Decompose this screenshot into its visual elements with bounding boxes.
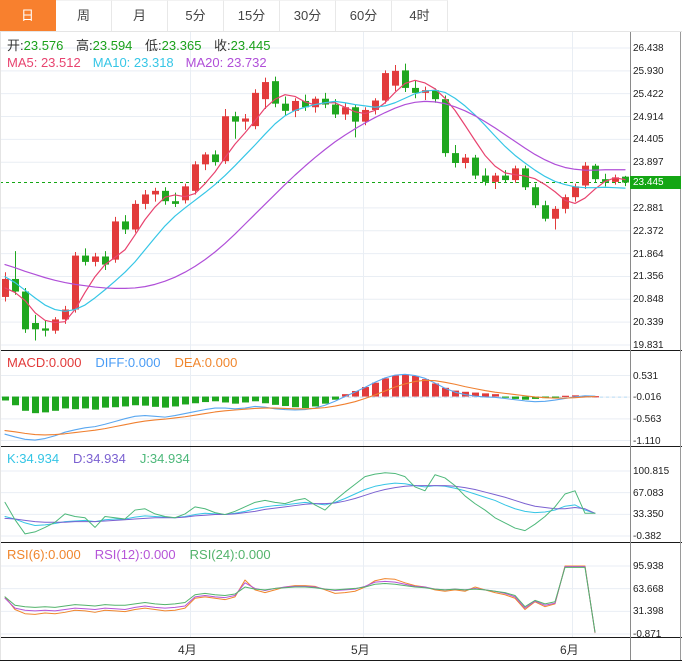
tab-day[interactable]: 日 bbox=[0, 0, 56, 31]
y-axis-label: 22.372 bbox=[633, 225, 664, 237]
y-axis-label: -0.382 bbox=[633, 531, 662, 542]
y-axis-label: 63.668 bbox=[633, 583, 664, 595]
ma20-value: MA20: 23.732 bbox=[185, 55, 267, 70]
y-axis-label: 21.864 bbox=[633, 248, 664, 260]
rsi6-value: RSI(6):0.000 bbox=[7, 547, 81, 562]
x-axis-label: 5月 bbox=[351, 643, 370, 657]
y-axis-label: -1.110 bbox=[633, 435, 661, 447]
y-axis-label: -0.563 bbox=[633, 413, 662, 425]
open-label: 开: bbox=[7, 38, 24, 53]
y-axis-label: 24.914 bbox=[633, 111, 664, 123]
y-axis-label: 20.339 bbox=[633, 317, 664, 329]
low-label: 低: bbox=[145, 38, 162, 53]
timeframe-tabbar: 日 周 月 5分 15分 30分 60分 4时 bbox=[0, 0, 682, 32]
ma5-value: MA5: 23.512 bbox=[7, 55, 81, 70]
y-axis-label: 67.083 bbox=[633, 487, 664, 499]
macd-value: MACD:0.000 bbox=[7, 355, 82, 370]
high-label: 高: bbox=[76, 38, 93, 53]
y-axis-label: 26.438 bbox=[633, 43, 664, 54]
d-value: D:34.934 bbox=[73, 451, 126, 466]
k-value: K:34.934 bbox=[7, 451, 60, 466]
y-axis-label: 21.356 bbox=[633, 271, 664, 283]
x-axis-label: 6月 bbox=[560, 643, 579, 657]
high-value: 23.594 bbox=[92, 38, 133, 53]
rsi12-value: RSI(12):0.000 bbox=[94, 547, 176, 562]
kdj-row: K:34.934 D:34.934 J:34.934 bbox=[7, 451, 190, 466]
y-axis-label: 95.938 bbox=[633, 561, 664, 572]
macd-row: MACD:0.000 DIFF:0.000 DEA:0.000 bbox=[7, 355, 237, 370]
y-axis-label: -0.016 bbox=[633, 392, 662, 404]
y-axis-label: 0.531 bbox=[633, 370, 659, 382]
y-axis-label: 31.398 bbox=[633, 606, 664, 618]
y-axis-label: 19.831 bbox=[633, 340, 664, 351]
y-axis-label: 33.350 bbox=[633, 509, 664, 521]
tab-week[interactable]: 周 bbox=[56, 0, 112, 31]
dea-value: DEA:0.000 bbox=[174, 355, 238, 370]
y-axis-label: -0.871 bbox=[633, 629, 662, 640]
rsi-row: RSI(6):0.000 RSI(12):0.000 RSI(24):0.000 bbox=[7, 547, 271, 562]
tab-30min[interactable]: 30分 bbox=[280, 0, 336, 31]
y-axis-label: 22.881 bbox=[633, 202, 664, 214]
j-value: J:34.934 bbox=[139, 451, 190, 466]
y-axis-label: 25.422 bbox=[633, 88, 664, 100]
y-axis-label: 24.405 bbox=[633, 134, 664, 146]
x-axis-label: 4月 bbox=[178, 643, 197, 657]
ma-row: MA5: 23.512 MA10: 23.318 MA20: 23.732 bbox=[7, 55, 267, 70]
tab-15min[interactable]: 15分 bbox=[224, 0, 280, 31]
low-value: 23.365 bbox=[161, 38, 202, 53]
ma10-value: MA10: 23.318 bbox=[92, 55, 174, 70]
tab-month[interactable]: 月 bbox=[112, 0, 168, 31]
tab-4hour[interactable]: 4时 bbox=[392, 0, 448, 31]
close-label: 收: bbox=[214, 38, 231, 53]
open-value: 23.576 bbox=[23, 38, 64, 53]
tab-5min[interactable]: 5分 bbox=[168, 0, 224, 31]
close-value: 23.445 bbox=[230, 38, 271, 53]
y-axis-label: 20.848 bbox=[633, 294, 664, 306]
rsi24-value: RSI(24):0.000 bbox=[189, 547, 271, 562]
y-axis-label: 25.930 bbox=[633, 65, 664, 77]
y-axis-label: 100.815 bbox=[633, 466, 670, 477]
diff-value: DIFF:0.000 bbox=[95, 355, 161, 370]
ohlc-row: 开:23.576 高:23.594 低:23.365 收:23.445 bbox=[7, 35, 279, 54]
current-price-tag: 23.445 bbox=[630, 176, 681, 190]
y-axis-label: 23.897 bbox=[633, 157, 664, 169]
tab-60min[interactable]: 60分 bbox=[336, 0, 392, 31]
